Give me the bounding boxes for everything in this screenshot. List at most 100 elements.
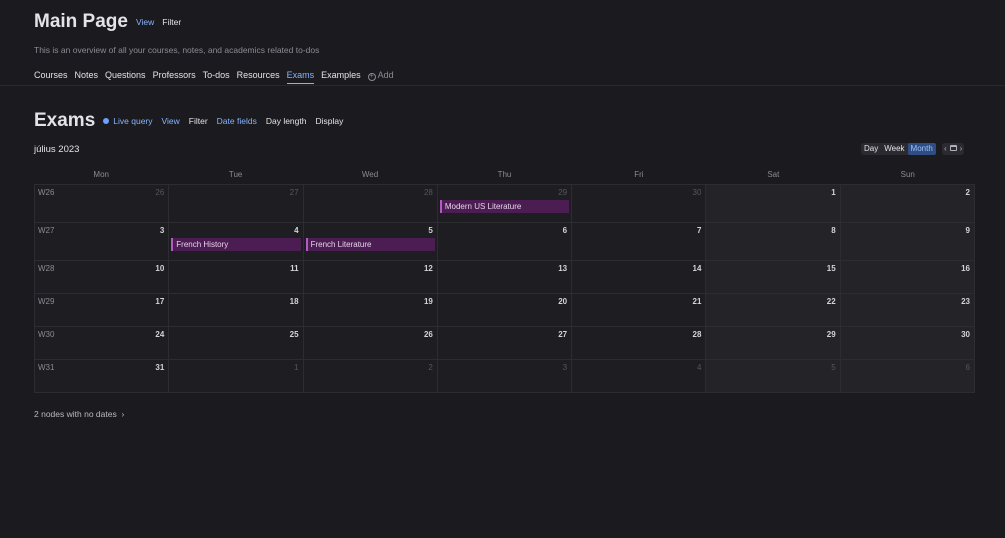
display-button[interactable]: Display — [315, 116, 344, 126]
tab-exams[interactable]: Exams — [286, 70, 315, 84]
day-number: 28 — [423, 188, 433, 197]
day-number: 23 — [961, 297, 970, 306]
day-cell[interactable]: 5 French Literature — [303, 223, 438, 261]
day-cell[interactable]: 30 — [840, 327, 975, 360]
no-dates-link[interactable]: 2 nodes with no dates › — [34, 409, 124, 419]
day-number: 12 — [423, 264, 433, 273]
day-cell[interactable]: 1 — [169, 360, 304, 393]
weekday-header: Mon Tue Wed Thu Fri Sat Sun — [34, 168, 975, 184]
page-subtitle: This is an overview of all your courses,… — [34, 45, 320, 55]
day-cell[interactable]: W30 24 — [35, 327, 170, 360]
day-cell[interactable]: 29 — [706, 327, 841, 360]
day-cell[interactable]: 19 — [303, 294, 438, 327]
day-number: 29 — [558, 188, 568, 197]
day-cell[interactable]: 2 — [840, 185, 975, 223]
day-cell[interactable]: 3 — [437, 360, 573, 393]
day-cell[interactable]: 11 — [169, 261, 304, 294]
day-cell[interactable]: 6 — [437, 223, 573, 261]
month-label: július 2023 — [34, 144, 80, 155]
day-cell[interactable]: 20 — [437, 294, 573, 327]
day-cell[interactable]: 4 — [572, 360, 707, 393]
day-number: 22 — [826, 297, 836, 306]
day-view-button[interactable]: Day — [864, 144, 879, 153]
tab-notes[interactable]: Notes — [74, 70, 99, 80]
day-cell[interactable]: 27 — [437, 327, 573, 360]
tab-examples[interactable]: Examples — [321, 70, 361, 80]
day-number: 29 — [826, 330, 836, 339]
day-cell[interactable]: 8 — [706, 223, 841, 261]
view-switcher: Day Week Month — [861, 143, 936, 155]
day-cell[interactable]: 27 — [169, 185, 304, 223]
date-fields-button[interactable]: Date fields — [216, 116, 257, 126]
day-cell[interactable]: 28 — [303, 185, 438, 223]
day-cell[interactable]: 18 — [169, 294, 304, 327]
day-cell[interactable]: 12 — [303, 261, 438, 294]
day-cell[interactable]: 21 — [572, 294, 707, 327]
day-cell[interactable]: 25 — [169, 327, 304, 360]
day-cell[interactable]: 23 — [840, 294, 975, 327]
week-number: W28 — [38, 264, 55, 273]
section-view-button[interactable]: View — [161, 116, 180, 126]
today-button[interactable] — [949, 143, 957, 155]
day-number: 6 — [965, 363, 970, 372]
day-cell[interactable]: 1 — [706, 185, 841, 223]
day-cell[interactable]: W29 17 — [35, 294, 170, 327]
day-number: 3 — [562, 363, 568, 372]
section-filter-button[interactable]: Filter — [188, 116, 208, 126]
chevron-right-icon[interactable]: › — [959, 144, 963, 153]
tab-professors[interactable]: Professors — [152, 70, 196, 80]
event-chip[interactable]: French Literature — [305, 238, 435, 251]
tab-questions[interactable]: Questions — [105, 70, 146, 80]
event-chip[interactable]: French History — [171, 238, 301, 251]
day-cell[interactable]: 9 — [840, 223, 975, 261]
day-cell[interactable]: 28 — [572, 327, 707, 360]
day-cell[interactable]: 4 French History — [169, 223, 304, 261]
tab-resources[interactable]: Resources — [236, 70, 280, 80]
day-number: 11 — [290, 264, 299, 273]
day-cell[interactable]: 16 — [840, 261, 975, 294]
add-tab-button[interactable]: + Add — [367, 70, 394, 84]
day-number: 2 — [428, 363, 433, 372]
calendar-nav: ‹ › — [942, 143, 965, 155]
page-title: Main Page — [34, 11, 128, 32]
day-cell[interactable]: 5 — [706, 360, 841, 393]
day-cell[interactable]: 6 — [840, 360, 975, 393]
page-view-button[interactable]: View — [135, 17, 155, 27]
day-number: 3 — [159, 226, 165, 235]
day-cell[interactable]: 26 — [303, 327, 438, 360]
day-cell[interactable]: 13 — [437, 261, 573, 294]
day-number: 26 — [155, 188, 165, 197]
day-cell[interactable]: 2 — [303, 360, 438, 393]
month-view-button[interactable]: Month — [907, 143, 936, 155]
page-header: Main Page View Filter This is an overvie… — [34, 10, 971, 84]
live-query-button[interactable]: Live query — [113, 116, 153, 126]
chevron-left-icon[interactable]: ‹ — [944, 144, 947, 153]
day-cell[interactable]: 15 — [706, 261, 841, 294]
week-view-button[interactable]: Week — [884, 144, 905, 153]
day-cell[interactable]: W31 31 — [35, 360, 170, 393]
week-number: W29 — [38, 297, 55, 306]
add-label: Add — [377, 70, 394, 80]
day-cell[interactable]: W28 10 — [35, 261, 170, 294]
page-filter-button[interactable]: Filter — [162, 17, 182, 27]
day-cell[interactable]: 14 — [572, 261, 707, 294]
day-cell[interactable]: 30 — [572, 185, 707, 223]
week-row: W29 17 18 19 20 21 22 23 — [35, 294, 975, 327]
day-cell[interactable]: 7 — [572, 223, 707, 261]
day-number: 16 — [961, 264, 970, 273]
week-number: W26 — [38, 188, 55, 197]
week-row: W27 3 4 French History 5 French Literature 6 7 8… — [35, 223, 975, 261]
day-number: 2 — [965, 188, 970, 197]
event-chip[interactable]: Modern US Literature — [439, 200, 570, 213]
week-row: W26 26 27 28 29 Modern US Literature 30 1 2 — [35, 185, 975, 223]
day-number: 15 — [826, 264, 836, 273]
weekday-label: Fri — [634, 170, 644, 179]
day-cell[interactable]: 29 Modern US Literature — [437, 185, 573, 223]
tab-courses[interactable]: Courses — [34, 70, 68, 80]
day-length-button[interactable]: Day length — [265, 116, 307, 126]
day-cell[interactable]: 22 — [706, 294, 841, 327]
tab-to-dos[interactable]: To-dos — [202, 70, 230, 80]
day-cell[interactable]: W26 26 — [35, 185, 170, 223]
day-cell[interactable]: W27 3 — [35, 223, 170, 261]
week-row: W30 24 25 26 27 28 29 30 — [35, 327, 975, 360]
